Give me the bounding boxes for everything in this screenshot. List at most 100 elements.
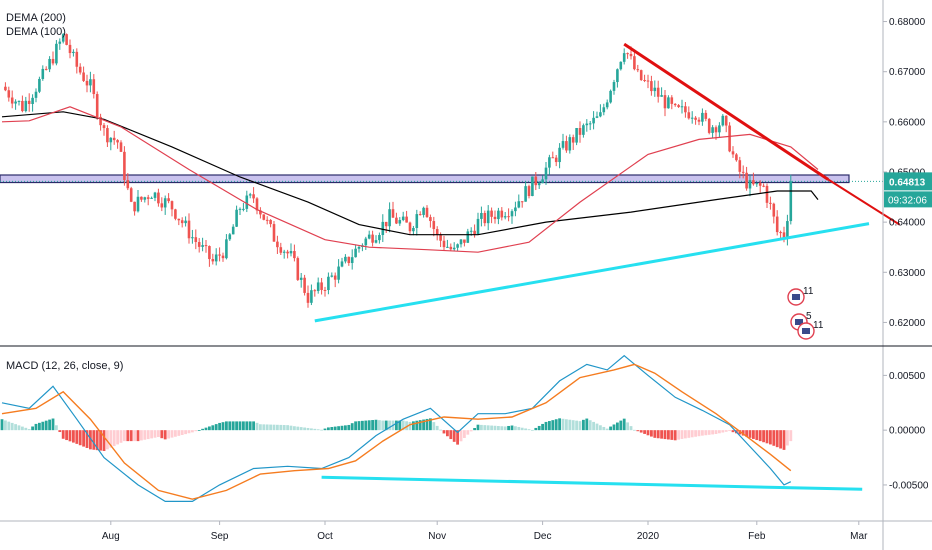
macd-histogram-bar[interactable] <box>204 427 208 431</box>
candle-body[interactable] <box>225 239 228 259</box>
macd-histogram-bar[interactable] <box>473 428 476 431</box>
macd-histogram-bar[interactable] <box>527 429 531 431</box>
macd-histogram-bar[interactable] <box>405 421 408 431</box>
candle-body[interactable] <box>697 119 701 122</box>
candle-body[interactable] <box>480 212 483 219</box>
candle-body[interactable] <box>789 181 793 222</box>
macd-histogram-bar[interactable] <box>14 424 17 431</box>
macd-histogram-bar[interactable] <box>599 425 602 431</box>
macd-histogram-bar[interactable] <box>78 430 82 446</box>
macd-histogram-bar[interactable] <box>497 426 500 431</box>
macd-histogram-bar[interactable] <box>41 421 45 431</box>
candle-body[interactable] <box>10 97 14 104</box>
candle-body[interactable] <box>629 53 633 57</box>
macd-histogram-bar[interactable] <box>136 430 140 442</box>
macd-histogram-bar[interactable] <box>582 419 585 431</box>
candle-body[interactable] <box>633 56 636 70</box>
candle-body[interactable] <box>738 160 742 172</box>
macd-histogram-bar[interactable] <box>469 430 473 432</box>
candle-body[interactable] <box>374 240 378 243</box>
macd-histogram-bar[interactable] <box>126 430 130 442</box>
candle-body[interactable] <box>762 185 765 187</box>
candle-body[interactable] <box>786 221 789 239</box>
candle-body[interactable] <box>265 219 269 221</box>
candle-body[interactable] <box>296 258 300 280</box>
macd-histogram-bar[interactable] <box>197 430 201 431</box>
macd-histogram-bar[interactable] <box>167 430 170 439</box>
candle-body[interactable] <box>442 240 446 248</box>
candle-body[interactable] <box>41 68 45 79</box>
candle-body[interactable] <box>194 237 198 243</box>
candle-body[interactable] <box>235 209 238 227</box>
macd-histogram-bar[interactable] <box>82 430 85 447</box>
macd-histogram-bar[interactable] <box>578 421 582 431</box>
macd-histogram-bar[interactable] <box>174 430 177 437</box>
resistance-zone[interactable] <box>0 174 850 184</box>
macd-histogram-bar[interactable] <box>27 429 31 431</box>
macd-histogram-bar[interactable] <box>112 430 116 447</box>
candle-body[interactable] <box>357 246 361 249</box>
macd-histogram-bar[interactable] <box>748 430 752 438</box>
macd-histogram-bar[interactable] <box>680 430 684 439</box>
candle-body[interactable] <box>452 247 456 250</box>
candle-body[interactable] <box>354 248 357 258</box>
candle-body[interactable] <box>282 251 286 253</box>
macd-histogram-bar[interactable] <box>605 428 609 431</box>
candle-body[interactable] <box>143 197 147 200</box>
macd-histogram-bar[interactable] <box>422 419 425 431</box>
macd-histogram-bar[interactable] <box>177 430 181 436</box>
candle-body[interactable] <box>728 125 731 152</box>
candle-body[interactable] <box>245 195 249 209</box>
macd-histogram-bar[interactable] <box>72 430 75 443</box>
macd-histogram-bar[interactable] <box>306 427 310 431</box>
candle-body[interactable] <box>507 216 510 218</box>
candle-body[interactable] <box>306 292 310 303</box>
candle-body[interactable] <box>286 251 289 254</box>
candle-body[interactable] <box>782 232 786 239</box>
macd-histogram-bar[interactable] <box>789 430 793 442</box>
macd-histogram-bar[interactable] <box>276 424 279 431</box>
candle-body[interactable] <box>89 79 92 86</box>
candle-body[interactable] <box>303 277 306 293</box>
macd-histogram-bar[interactable] <box>565 419 568 431</box>
macd-histogram-bar[interactable] <box>208 426 211 431</box>
candle-body[interactable] <box>106 128 109 143</box>
candle-body[interactable] <box>95 94 99 117</box>
legend-macd[interactable]: MACD (12, 26, close, 9) <box>6 360 124 372</box>
macd-histogram-bar[interactable] <box>235 421 238 431</box>
macd-histogram-bar[interactable] <box>272 424 276 431</box>
candle-body[interactable] <box>592 117 595 124</box>
candle-body[interactable] <box>602 107 606 113</box>
macd-histogram-bar[interactable] <box>656 430 660 439</box>
macd-histogram-bar[interactable] <box>483 425 487 431</box>
macd-histogram-bar[interactable] <box>299 427 303 431</box>
dema100-line[interactable] <box>1 106 819 253</box>
candle-body[interactable] <box>612 82 616 91</box>
macd-histogram-bar[interactable] <box>327 427 330 431</box>
candle-body[interactable] <box>24 100 28 112</box>
candle-body[interactable] <box>520 201 524 203</box>
macd-histogram-bar[interactable] <box>160 430 164 439</box>
candle-body[interactable] <box>150 197 153 199</box>
candle-body[interactable] <box>289 251 293 254</box>
candle-body[interactable] <box>310 290 313 303</box>
candle-body[interactable] <box>565 141 568 151</box>
candle-body[interactable] <box>588 123 592 125</box>
macd-histogram-bar[interactable] <box>486 425 490 431</box>
candle-body[interactable] <box>449 246 453 250</box>
candle-body[interactable] <box>68 44 72 54</box>
candle-body[interactable] <box>704 112 708 119</box>
macd-histogram-bar[interactable] <box>704 430 708 436</box>
macd-histogram-bar[interactable] <box>439 429 442 431</box>
macd-histogram-bar[interactable] <box>401 420 405 431</box>
candle-body[interactable] <box>214 254 218 262</box>
macd-histogram-bar[interactable] <box>592 421 595 431</box>
candle-body[interactable] <box>116 140 119 143</box>
candle-body[interactable] <box>432 221 436 230</box>
macd-histogram-bar[interactable] <box>650 430 653 437</box>
macd-histogram-bar[interactable] <box>531 429 534 431</box>
macd-histogram-bar[interactable] <box>701 430 704 436</box>
candle-body[interactable] <box>248 194 252 196</box>
candle-body[interactable] <box>687 112 691 119</box>
candle-body[interactable] <box>167 198 170 202</box>
